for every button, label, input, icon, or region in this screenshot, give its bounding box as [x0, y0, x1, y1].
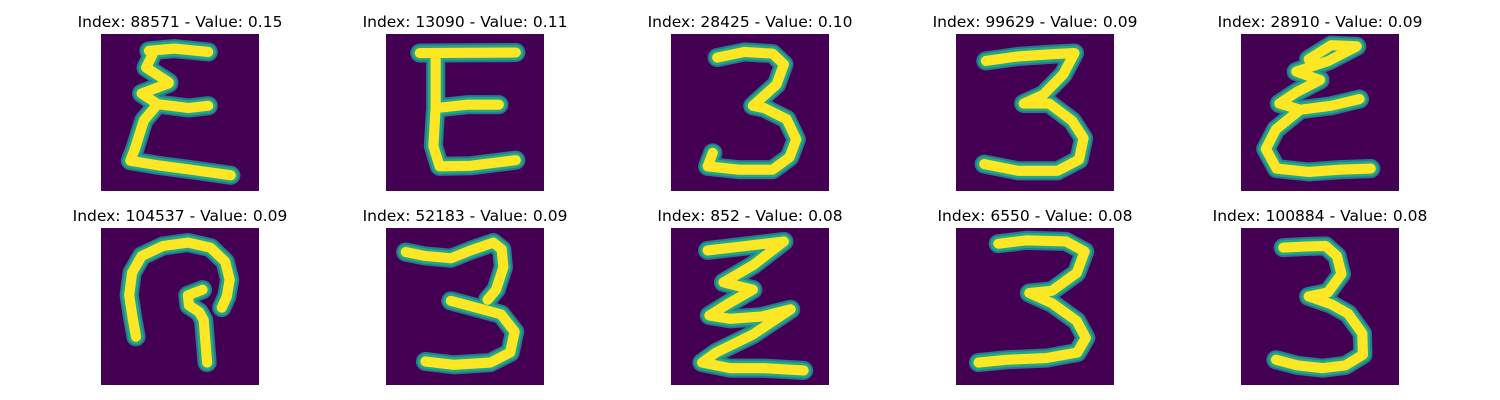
digit-image	[101, 34, 259, 191]
separator: -	[189, 207, 196, 225]
digit-stroke-core	[702, 46, 802, 175]
value-label: Value:	[755, 207, 804, 225]
digit-title: Index: 28910 - Value: 0.09	[1210, 12, 1430, 32]
value-label: Value:	[1045, 207, 1094, 225]
digit-cell-13090: Index: 13090 - Value: 0.11	[355, 12, 575, 197]
digit-title: Index: 6550 - Value: 0.08	[925, 206, 1145, 226]
index-label: Index:	[1212, 207, 1261, 225]
digit-image	[956, 228, 1114, 385]
value-label: Value:	[1335, 13, 1383, 31]
index-label: Index:	[77, 13, 126, 31]
score-value: 0.11	[532, 13, 568, 31]
digit-stroke-core	[979, 48, 1089, 176]
digit-title: Index: 88571 - Value: 0.15	[70, 12, 290, 32]
digit-cell-6550: Index: 6550 - Value: 0.08	[925, 206, 1145, 391]
digit-image	[671, 228, 829, 385]
index-value: 28425	[700, 13, 750, 31]
index-value: 88571	[130, 13, 180, 31]
digit-stroke-core	[973, 235, 1091, 368]
digit-cell-852: Index: 852 - Value: 0.08	[640, 206, 860, 391]
separator: -	[754, 13, 761, 31]
digit-stroke-core	[124, 237, 235, 368]
separator: -	[744, 207, 751, 225]
index-label: Index:	[932, 13, 981, 31]
digit-title: Index: 852 - Value: 0.08	[640, 206, 860, 226]
index-label: Index:	[362, 207, 411, 225]
digit-cell-88571: Index: 88571 - Value: 0.15	[70, 12, 290, 197]
index-value: 100884	[1265, 207, 1325, 225]
value-label: Value:	[200, 207, 248, 225]
digit-title: Index: 13090 - Value: 0.11	[355, 12, 575, 32]
separator: -	[1329, 207, 1336, 225]
score-value: 0.09	[1102, 13, 1138, 31]
index-value: 13090	[415, 13, 465, 31]
index-value: 52183	[415, 207, 465, 225]
score-value: 0.09	[1387, 13, 1423, 31]
digit-image	[386, 228, 544, 385]
separator: -	[469, 207, 476, 225]
digit-stroke-core	[414, 47, 521, 172]
score-value: 0.08	[808, 207, 843, 225]
score-value: 0.09	[532, 207, 568, 225]
digit-image	[101, 228, 259, 385]
index-value: 104537	[125, 207, 185, 225]
digit-stroke-core	[1260, 40, 1376, 177]
digit-image	[671, 34, 829, 191]
digit-cell-28425: Index: 28425 - Value: 0.10	[640, 12, 860, 197]
separator: -	[184, 13, 191, 31]
separator: -	[1034, 207, 1041, 225]
score-value: 0.09	[252, 207, 288, 225]
value-label: Value:	[1340, 207, 1388, 225]
digit-stroke-core	[125, 43, 236, 181]
digit-image	[1241, 228, 1399, 385]
digit-title: Index: 99629 - Value: 0.09	[925, 12, 1145, 32]
index-value: 99629	[985, 13, 1035, 31]
digit-cell-52183: Index: 52183 - Value: 0.09	[355, 206, 575, 391]
digit-title: Index: 28425 - Value: 0.10	[640, 12, 860, 32]
digit-image	[956, 34, 1114, 191]
digit-cell-28910: Index: 28910 - Value: 0.09	[1210, 12, 1430, 197]
index-label: Index:	[362, 13, 411, 31]
index-label: Index:	[1217, 13, 1266, 31]
digit-title: Index: 104537 - Value: 0.09	[70, 206, 290, 226]
separator: -	[469, 13, 476, 31]
digit-cell-104537: Index: 104537 - Value: 0.09	[70, 206, 290, 391]
score-value: 0.08	[1097, 207, 1133, 225]
digit-stroke-core	[400, 237, 520, 370]
digit-cell-100884: Index: 100884 - Value: 0.08	[1210, 206, 1430, 391]
value-label: Value:	[480, 207, 528, 225]
separator: -	[1324, 13, 1331, 31]
index-value: 6550	[990, 207, 1030, 225]
digit-stroke-core	[1270, 240, 1368, 374]
separator: -	[1039, 13, 1046, 31]
score-value: 0.15	[247, 13, 283, 31]
score-value: 0.10	[817, 13, 853, 31]
value-label: Value:	[765, 13, 813, 31]
score-value: 0.08	[1392, 207, 1428, 225]
index-label: Index:	[72, 207, 121, 225]
digit-title: Index: 100884 - Value: 0.08	[1210, 206, 1430, 226]
index-label: Index:	[647, 13, 696, 31]
digit-cell-99629: Index: 99629 - Value: 0.09	[925, 12, 1145, 197]
digit-title: Index: 52183 - Value: 0.09	[355, 206, 575, 226]
value-label: Value:	[195, 13, 243, 31]
digit-image	[386, 34, 544, 191]
index-value: 852	[710, 207, 740, 225]
index-label: Index:	[937, 207, 986, 225]
digit-image	[1241, 34, 1399, 191]
index-label: Index:	[657, 207, 706, 225]
index-value: 28910	[1270, 13, 1320, 31]
digit-stroke-core	[696, 236, 809, 376]
value-label: Value:	[480, 13, 528, 31]
value-label: Value:	[1050, 13, 1098, 31]
